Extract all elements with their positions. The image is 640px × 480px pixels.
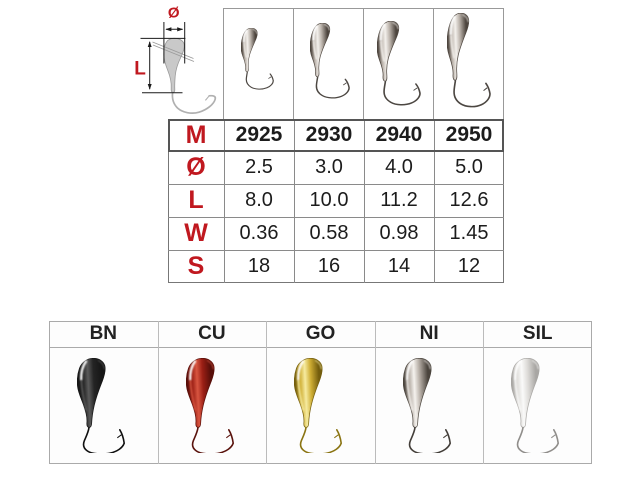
svg-text:Ø: Ø — [168, 5, 180, 22]
svg-text:L: L — [134, 59, 146, 80]
